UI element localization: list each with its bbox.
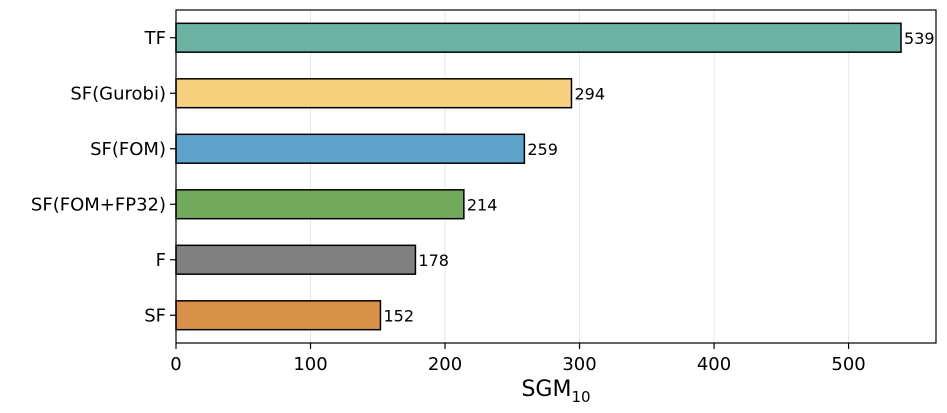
bar — [175, 300, 382, 331]
y-axis: TF SF(Gurobi) SF(FOM) SF(FOM+FP32) F SF — [31, 28, 176, 326]
bars-group — [175, 22, 902, 331]
bar — [175, 189, 465, 220]
data-label: 259 — [527, 140, 558, 159]
y-tick-label: SF(FOM+FP32) — [31, 194, 166, 215]
data-label: 294 — [574, 84, 605, 103]
bar — [175, 22, 902, 53]
x-tick-label: 300 — [562, 354, 596, 375]
y-tick-label: SF(Gurobi) — [70, 83, 166, 104]
bar — [175, 78, 573, 109]
x-tick-label: 0 — [170, 354, 181, 375]
x-tick-label: 400 — [697, 354, 731, 375]
bar — [175, 133, 526, 164]
bar — [175, 244, 417, 275]
x-axis: 0 100 200 300 400 500 — [170, 343, 866, 375]
x-axis-title-main: SGM — [521, 377, 571, 402]
data-labels: 539 294 259 214 178 152 — [383, 29, 934, 326]
x-tick-label: 200 — [428, 354, 462, 375]
data-label: 178 — [418, 251, 449, 270]
y-tick-label: F — [156, 250, 166, 271]
y-tick-label: SF(FOM) — [90, 139, 166, 160]
data-label: 152 — [383, 306, 414, 325]
plot-frame — [175, 9, 937, 344]
x-tick-label: 100 — [293, 354, 327, 375]
grid-lines — [175, 10, 850, 343]
x-tick-label: 500 — [831, 354, 865, 375]
x-axis-title-subscript: 10 — [571, 388, 590, 406]
x-axis-title: SGM10 — [521, 377, 590, 406]
data-label: 539 — [904, 29, 935, 48]
y-tick-label: SF — [144, 305, 166, 326]
data-label: 214 — [467, 195, 498, 214]
y-tick-label: TF — [144, 28, 166, 49]
